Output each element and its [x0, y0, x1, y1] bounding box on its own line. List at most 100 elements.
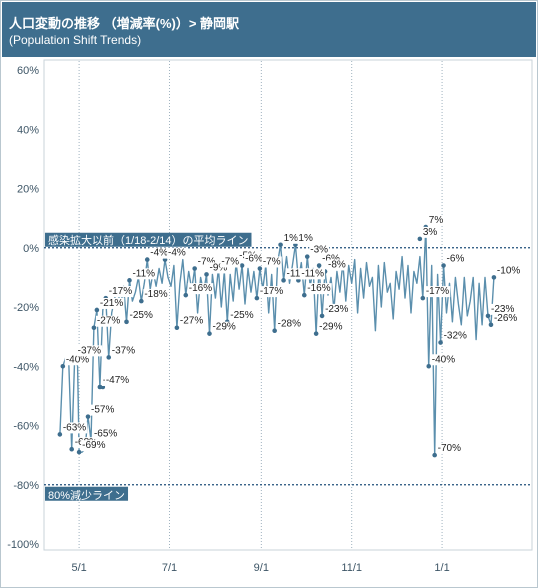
data-label-bg	[261, 256, 282, 268]
data-point	[301, 292, 307, 298]
data-label: -29%	[212, 322, 235, 333]
data-label-bg	[297, 232, 314, 244]
data-point	[254, 295, 260, 301]
data-point	[426, 363, 432, 369]
data-point	[257, 266, 263, 271]
data-point	[106, 355, 112, 360]
reference-line-label-bg	[45, 486, 129, 501]
data-label: -10%	[497, 265, 520, 276]
data-label-bg	[321, 253, 342, 265]
data-label-bg	[187, 283, 214, 295]
data-label: 3%	[423, 227, 438, 238]
data-point	[192, 266, 197, 271]
data-label: -27%	[180, 316, 203, 327]
data-label: -17%	[109, 286, 132, 297]
data-label: -11%	[132, 268, 155, 279]
data-label: -23%	[491, 304, 514, 315]
y-tick-label: 60%	[17, 65, 39, 77]
data-point	[281, 278, 286, 283]
data-label-bg	[306, 283, 332, 295]
data-label: -37%	[112, 345, 135, 356]
data-point	[69, 446, 75, 452]
data-label: -23%	[325, 304, 348, 315]
data-label-bg	[196, 256, 217, 268]
data-label-bg	[128, 309, 154, 321]
data-label: -37%	[78, 345, 101, 356]
chart-title: 人口変動の推移 （増減率(%)）> 静岡駅	[9, 16, 240, 31]
data-label: -40%	[66, 354, 89, 365]
data-label: -65%	[94, 428, 117, 439]
data-label: -9%	[210, 262, 228, 273]
data-point	[438, 340, 443, 345]
data-point	[144, 257, 150, 262]
plot-area	[43, 59, 533, 551]
data-label: 1%	[284, 233, 299, 244]
data-label: -63%	[63, 422, 86, 433]
data-label-bg	[61, 422, 88, 434]
y-tick-label: 20%	[17, 184, 39, 196]
data-label: -4%	[150, 248, 168, 259]
data-label-bg	[107, 286, 134, 298]
data-label-bg	[421, 226, 439, 238]
data-point	[183, 292, 189, 298]
data-point	[76, 449, 82, 455]
data-label: -29%	[319, 322, 342, 333]
data-label-bg	[220, 256, 241, 268]
y-tick-label: -20%	[13, 302, 39, 314]
data-label-bg	[211, 321, 237, 333]
data-point	[207, 331, 212, 336]
data-label-bg	[64, 354, 91, 366]
data-label-bg	[492, 312, 519, 324]
data-label: -27%	[97, 316, 120, 327]
data-label-bg	[430, 354, 457, 366]
data-label-bg	[327, 259, 347, 271]
data-label-bg	[442, 330, 469, 342]
reference-line-label: 80%減少ライン	[48, 488, 125, 502]
data-label: -32%	[444, 331, 467, 342]
data-point	[420, 295, 426, 301]
data-point	[127, 278, 132, 283]
data-label: -16%	[307, 283, 330, 294]
data-label-bg	[92, 428, 119, 440]
y-tick-label: -40%	[13, 361, 39, 373]
data-label-bg	[282, 232, 300, 244]
data-point	[491, 275, 497, 280]
data-label: -25%	[130, 310, 153, 321]
data-label: -11%	[287, 268, 310, 279]
data-label-bg	[324, 303, 350, 315]
data-label-bg	[427, 215, 445, 227]
data-label-bg	[178, 315, 205, 327]
data-label-bg	[309, 244, 330, 256]
data-label: -47%	[106, 375, 129, 386]
data-point	[485, 313, 491, 319]
data-label: -6%	[322, 254, 340, 265]
x-tick-label: 9/1	[254, 562, 269, 574]
data-label-bg	[436, 443, 463, 455]
data-point	[272, 328, 277, 334]
x-tick-label: 1/1	[434, 562, 449, 574]
data-label: -4%	[168, 248, 186, 259]
data-label-bg	[244, 253, 264, 265]
x-tick-label: 11/1	[341, 562, 362, 574]
data-label: -18%	[144, 289, 167, 300]
data-point	[304, 254, 310, 259]
y-tick-label: -60%	[13, 421, 39, 433]
data-label-bg	[424, 286, 451, 298]
data-point	[85, 414, 91, 419]
data-label: -6%	[447, 254, 465, 265]
x-tick-label: 5/1	[71, 562, 86, 574]
chart-header: 人口変動の推移 （増減率(%)）> 静岡駅 (Population Shift …	[2, 2, 536, 57]
data-label-bg	[276, 318, 303, 330]
data-label-bg	[90, 404, 116, 416]
data-label: -26%	[494, 313, 517, 324]
data-label-bg	[495, 265, 522, 277]
data-point	[91, 325, 97, 331]
data-point	[313, 331, 319, 336]
data-label: -3%	[310, 245, 328, 256]
y-tick-label: -80%	[13, 480, 39, 492]
data-label-bg	[149, 247, 170, 259]
data-label-bg	[104, 374, 131, 386]
data-point	[316, 263, 322, 268]
data-label-bg	[300, 268, 326, 280]
